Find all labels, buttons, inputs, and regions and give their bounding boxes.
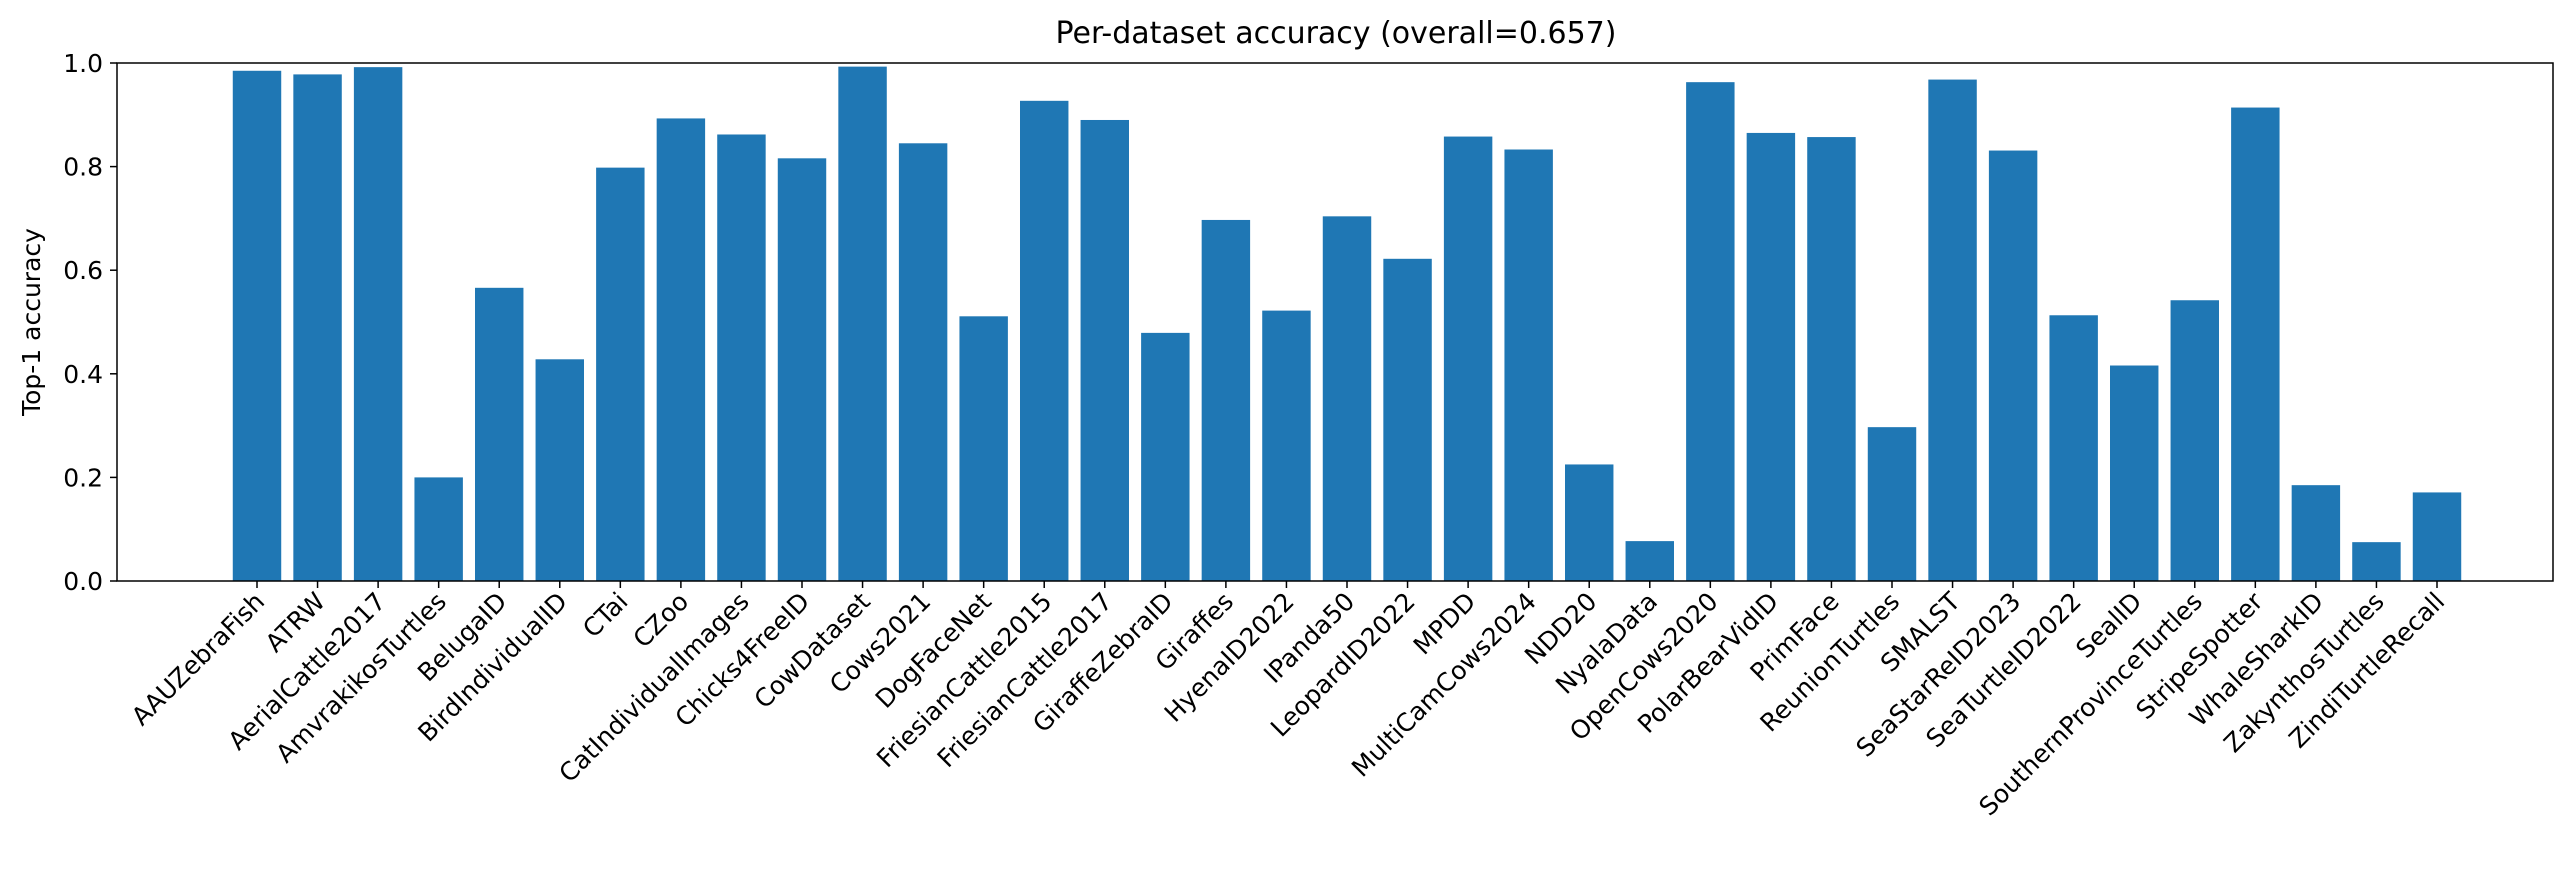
bar-aauzebrafish — [232, 70, 282, 582]
y-tick-label: 0.2 — [63, 463, 103, 492]
bar-dogfacenet — [959, 316, 1008, 581]
bar-mpdd — [1443, 136, 1493, 581]
bar-atrw — [293, 74, 342, 582]
bar-opencows2020 — [1686, 82, 1735, 581]
bar-stripespotter — [2231, 107, 2280, 581]
bar-belugaid — [475, 287, 524, 581]
bar-sealid — [2110, 365, 2159, 581]
bar-southernprovinceturtles — [2170, 300, 2219, 581]
bar-primface — [1807, 137, 1856, 581]
bar-giraffezebraid — [1141, 332, 1190, 581]
y-tick-label: 0.0 — [63, 567, 103, 596]
bar-zakynthosturtles — [2352, 542, 2401, 581]
bar-friesiancattle2017 — [1080, 119, 1129, 581]
bar-leopardid2022 — [1383, 258, 1432, 581]
x-tick-label: CTai — [577, 587, 633, 643]
y-tick-label: 1.0 — [63, 49, 103, 78]
x-axis: AAUZebraFishATRWAerialCattle2017Amvrakik… — [126, 581, 2450, 821]
y-tick-label: 0.8 — [63, 153, 103, 182]
bars-group — [232, 66, 2462, 582]
bar-cows2021 — [898, 143, 948, 582]
bar-amvrakikosturtles — [414, 477, 463, 581]
bar-birdindividualid — [535, 359, 584, 581]
y-tick-label: 0.6 — [63, 256, 103, 285]
bar-cowdataset — [838, 66, 887, 582]
bar-ipanda50 — [1322, 216, 1372, 581]
bar-friesiancattle2015 — [1020, 100, 1069, 582]
bar-nyaladata — [1625, 541, 1674, 581]
bar-multicamcows2024 — [1504, 149, 1553, 582]
bar-seaturtleid2022 — [2049, 315, 2098, 581]
bar-giraffes — [1201, 219, 1251, 582]
bar-seastarreid2023 — [1988, 150, 2038, 582]
bar-chicks4freeid — [777, 158, 827, 581]
y-tick-label: 0.4 — [63, 360, 103, 389]
y-axis-label: Top-1 accuracy — [17, 228, 46, 417]
bar-polarbearvidid — [1746, 132, 1796, 581]
bar-whalesharkid — [2291, 485, 2341, 581]
bar-ctai — [596, 167, 645, 582]
bar-czoo — [656, 118, 706, 582]
bar-catindividualimages — [717, 134, 766, 581]
bar-smalst — [1928, 79, 1977, 582]
chart-title: Per-dataset accuracy (overall=0.657) — [1056, 16, 1617, 51]
bar-ndd20 — [1565, 464, 1614, 581]
bar-zinditurtlerecall — [2412, 492, 2462, 581]
y-axis: 0.0 0.2 0.4 0.6 0.8 1.0 — [63, 49, 117, 596]
bar-reunionturtles — [1867, 427, 1917, 581]
plot-frame — [116, 62, 2554, 582]
bar-aerialcattle2017 — [353, 67, 403, 582]
bar-hyenaid2022 — [1262, 310, 1311, 581]
